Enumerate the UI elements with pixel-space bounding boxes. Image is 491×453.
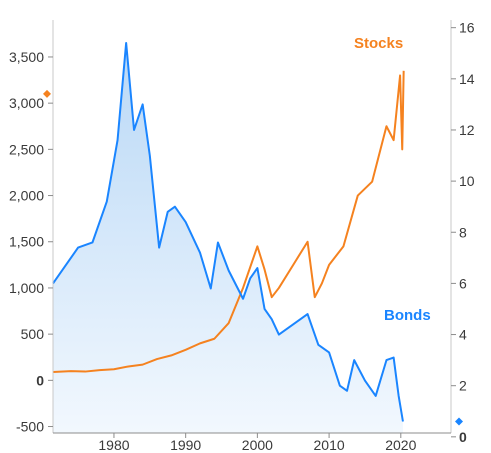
right-tick-label: 0 bbox=[459, 429, 467, 445]
stocks-series-line bbox=[52, 70, 405, 374]
bonds-series-label: Bonds bbox=[384, 307, 431, 324]
left-tick-label: 2,500 bbox=[9, 141, 44, 157]
bonds-marker-icon bbox=[455, 417, 463, 426]
stocks-marker-icon bbox=[43, 89, 51, 98]
right-tick-label: 6 bbox=[459, 275, 467, 291]
x-tick-label: 1990 bbox=[170, 437, 201, 453]
stocks-series-label: Stocks bbox=[354, 35, 403, 52]
left-tick-label: 1,000 bbox=[9, 280, 44, 296]
left-tick-label: 2,000 bbox=[9, 188, 44, 204]
right-tick-label: 14 bbox=[459, 71, 475, 87]
right-tick-label: 10 bbox=[459, 173, 475, 189]
bonds-series-line bbox=[52, 42, 404, 422]
right-tick-label: 12 bbox=[459, 122, 475, 138]
bonds-area-fill bbox=[53, 43, 403, 434]
right-tick-label: 4 bbox=[459, 327, 467, 343]
x-tick-label: 2020 bbox=[385, 437, 416, 453]
x-tick-label: 1980 bbox=[98, 437, 129, 453]
x-tick-label: 2000 bbox=[242, 437, 273, 453]
left-tick-label: 1,500 bbox=[9, 234, 44, 250]
right-tick-label: 16 bbox=[459, 20, 475, 36]
x-tick-label: 2010 bbox=[314, 437, 345, 453]
left-tick-label: 3,500 bbox=[9, 49, 44, 65]
left-tick-label: -500 bbox=[16, 419, 44, 435]
left-tick-label: 3,000 bbox=[9, 95, 44, 111]
left-tick-label: 500 bbox=[21, 326, 45, 342]
axis-ticks: 3,500 3,000 2,500 2,000 1,500 1,000 500 0 -500 16… bbox=[9, 20, 475, 453]
right-tick-label: 8 bbox=[459, 224, 467, 240]
left-tick-label: 0 bbox=[36, 372, 44, 388]
right-tick-label: 2 bbox=[459, 378, 467, 394]
